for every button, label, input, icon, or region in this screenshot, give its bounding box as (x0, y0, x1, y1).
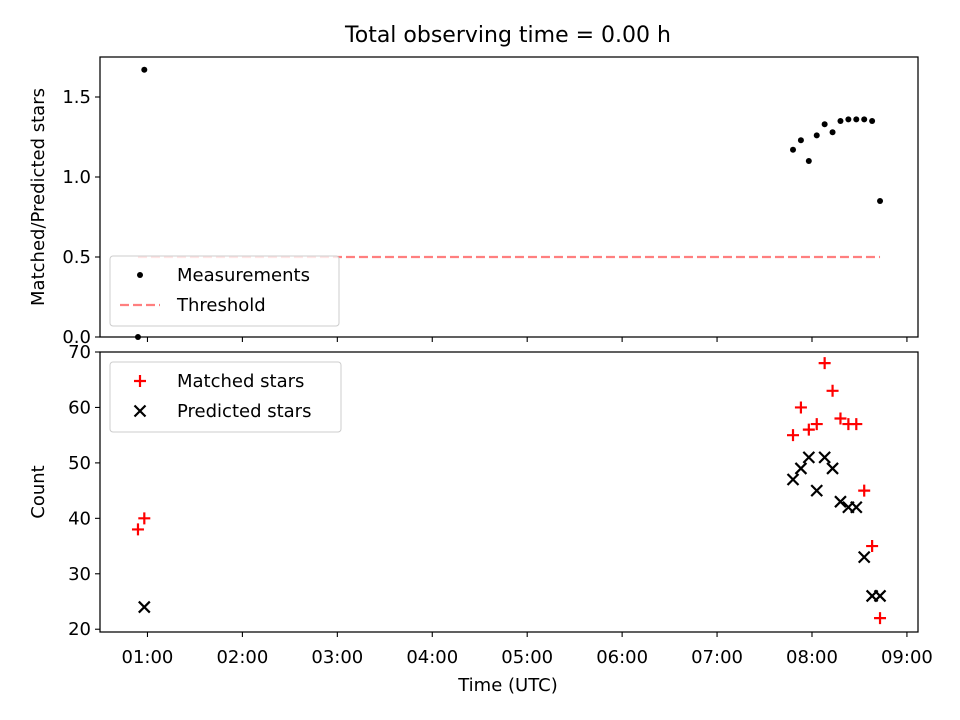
ratio-panel: 0.0 0.5 1.0 1.5 Matched/Predicted stars Measu… (28, 56, 919, 348)
measurements-point (797, 137, 804, 144)
count-panel: 01:00 02:00 03:00 04:00 05:00 06:00 07:00 08:00… (28, 342, 933, 668)
matched-stars-point (858, 484, 871, 497)
y-tick-label: 1.0 (62, 167, 91, 188)
y-tick-label: 20 (68, 619, 91, 640)
matched-stars-point (802, 423, 815, 436)
legend: Matched stars Predicted stars (109, 361, 342, 433)
x-axis-label: Time (UTC) (457, 675, 558, 696)
predicted-stars-point (850, 500, 863, 514)
legend-label: Measurements (177, 265, 310, 286)
y-tick-label: 0.0 (62, 327, 91, 348)
matched-stars-point (826, 384, 839, 397)
legend-label: Threshold (176, 295, 266, 316)
x-tick-label: 05:00 (501, 647, 553, 668)
matched-stars-point (818, 357, 831, 370)
matched-stars-point (874, 612, 887, 625)
y-tick-label: 30 (68, 564, 91, 585)
measurements-point (790, 146, 797, 153)
matched-stars-point (866, 540, 879, 553)
matched-stars-point (131, 523, 144, 536)
x-tick-label: 07:00 (691, 647, 743, 668)
measurements-point (805, 158, 812, 164)
predicted-stars-point (810, 484, 824, 497)
legend-box (109, 255, 340, 327)
measurements-point (134, 334, 141, 340)
measurements-point (861, 116, 868, 123)
y-axis-label: Matched/Predicted stars (28, 88, 49, 306)
legend-marker (134, 375, 146, 387)
legend-label: Predicted stars (177, 401, 311, 422)
predicted-stars-point (786, 473, 800, 486)
x-tick-label: 04:00 (406, 647, 458, 668)
predicted-stars-point (138, 600, 151, 614)
y-tick-label: 1.5 (62, 87, 91, 108)
predicted-stars-point (873, 589, 887, 603)
x-tick-label: 09:00 (881, 647, 933, 668)
y-tick-label: 50 (68, 453, 91, 474)
matched-stars-point (834, 412, 847, 425)
y-axis-label: Count (28, 465, 49, 518)
y-tick-label: 70 (68, 342, 91, 363)
matched-stars-point (850, 418, 863, 431)
measurements-point (821, 121, 828, 128)
axes-frame (99, 351, 919, 633)
predicted-stars-point (802, 451, 816, 464)
y-tick-label: 0.5 (62, 247, 91, 268)
y-tick-label: 60 (68, 397, 91, 418)
matched-stars-point (794, 401, 807, 414)
legend-label: Matched stars (177, 371, 304, 392)
legend-marker (137, 272, 143, 278)
measurements-point (813, 132, 820, 139)
measurements-point (845, 116, 852, 123)
predicted-stars-point (834, 495, 847, 508)
predicted-stars-point (818, 451, 831, 464)
predicted-stars-point (857, 550, 871, 564)
measurements-point (877, 198, 884, 204)
predicted-stars-point (826, 462, 839, 475)
matched-stars-point (810, 418, 823, 431)
legend-marker (133, 404, 147, 418)
legend: Measurements Threshold (109, 255, 340, 327)
measurements-point (869, 118, 876, 124)
x-tick-label: 01:00 (122, 647, 174, 668)
chart-title: Total observing time = 0.00 h (344, 23, 671, 48)
matched-stars-point (138, 512, 151, 525)
predicted-stars-point (794, 462, 808, 475)
matched-stars-point (787, 429, 800, 442)
measurements-point (853, 116, 860, 123)
y-tick-label: 40 (68, 508, 91, 529)
measurements-point (837, 118, 844, 124)
x-tick-label: 02:00 (216, 647, 268, 668)
measurements-point (829, 129, 836, 136)
x-tick-label: 08:00 (786, 647, 838, 668)
measurements-point (141, 66, 148, 73)
axes-frame (99, 56, 919, 338)
x-tick-label: 06:00 (596, 647, 648, 668)
x-tick-label: 03:00 (311, 647, 363, 668)
legend-box (109, 361, 342, 433)
